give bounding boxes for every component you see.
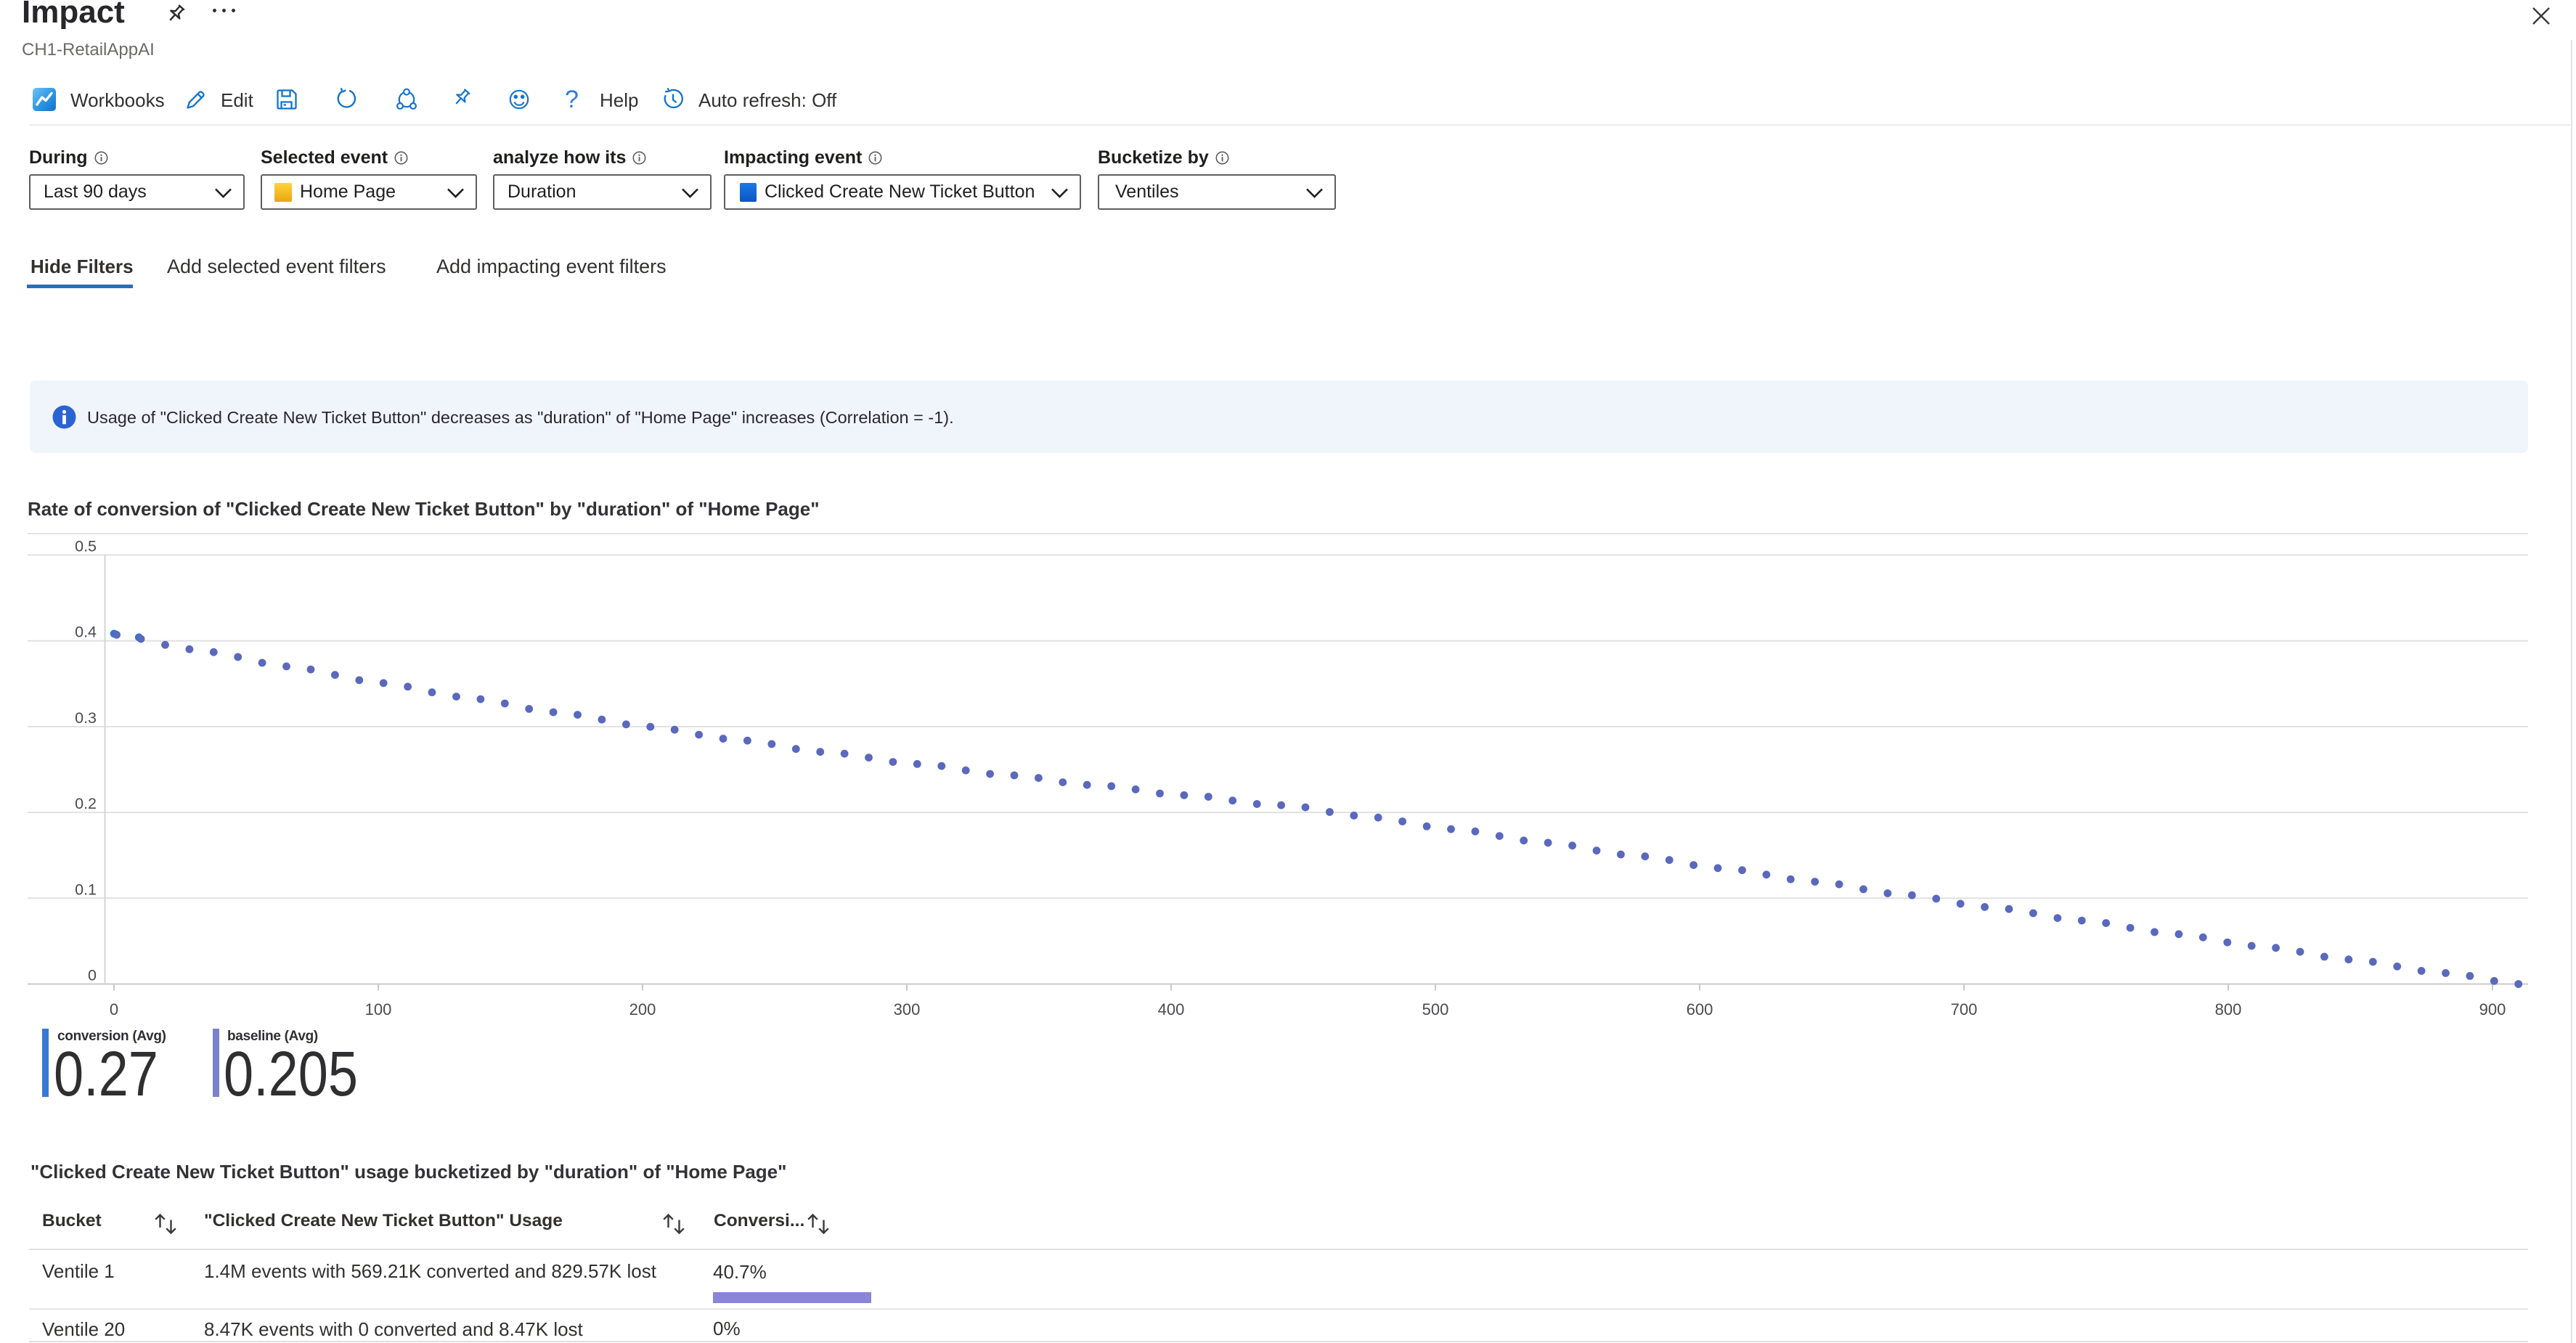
svg-text:900: 900 — [2479, 1000, 2506, 1019]
svg-text:0.5: 0.5 — [75, 538, 97, 555]
svg-text:500: 500 — [1422, 1000, 1449, 1019]
svg-text:300: 300 — [894, 1000, 921, 1019]
svg-text:400: 400 — [1158, 1000, 1185, 1019]
svg-text:200: 200 — [629, 1000, 656, 1019]
svg-text:0.4: 0.4 — [75, 624, 97, 641]
svg-text:0.2: 0.2 — [75, 795, 97, 812]
svg-text:0.3: 0.3 — [75, 709, 97, 727]
svg-text:700: 700 — [1951, 1000, 1978, 1019]
svg-text:100: 100 — [365, 1000, 392, 1019]
svg-text:0: 0 — [88, 967, 97, 984]
svg-text:800: 800 — [2215, 1000, 2242, 1019]
svg-text:0: 0 — [110, 1000, 118, 1019]
svg-text:600: 600 — [1687, 1000, 1713, 1019]
svg-text:0.1: 0.1 — [75, 881, 97, 898]
